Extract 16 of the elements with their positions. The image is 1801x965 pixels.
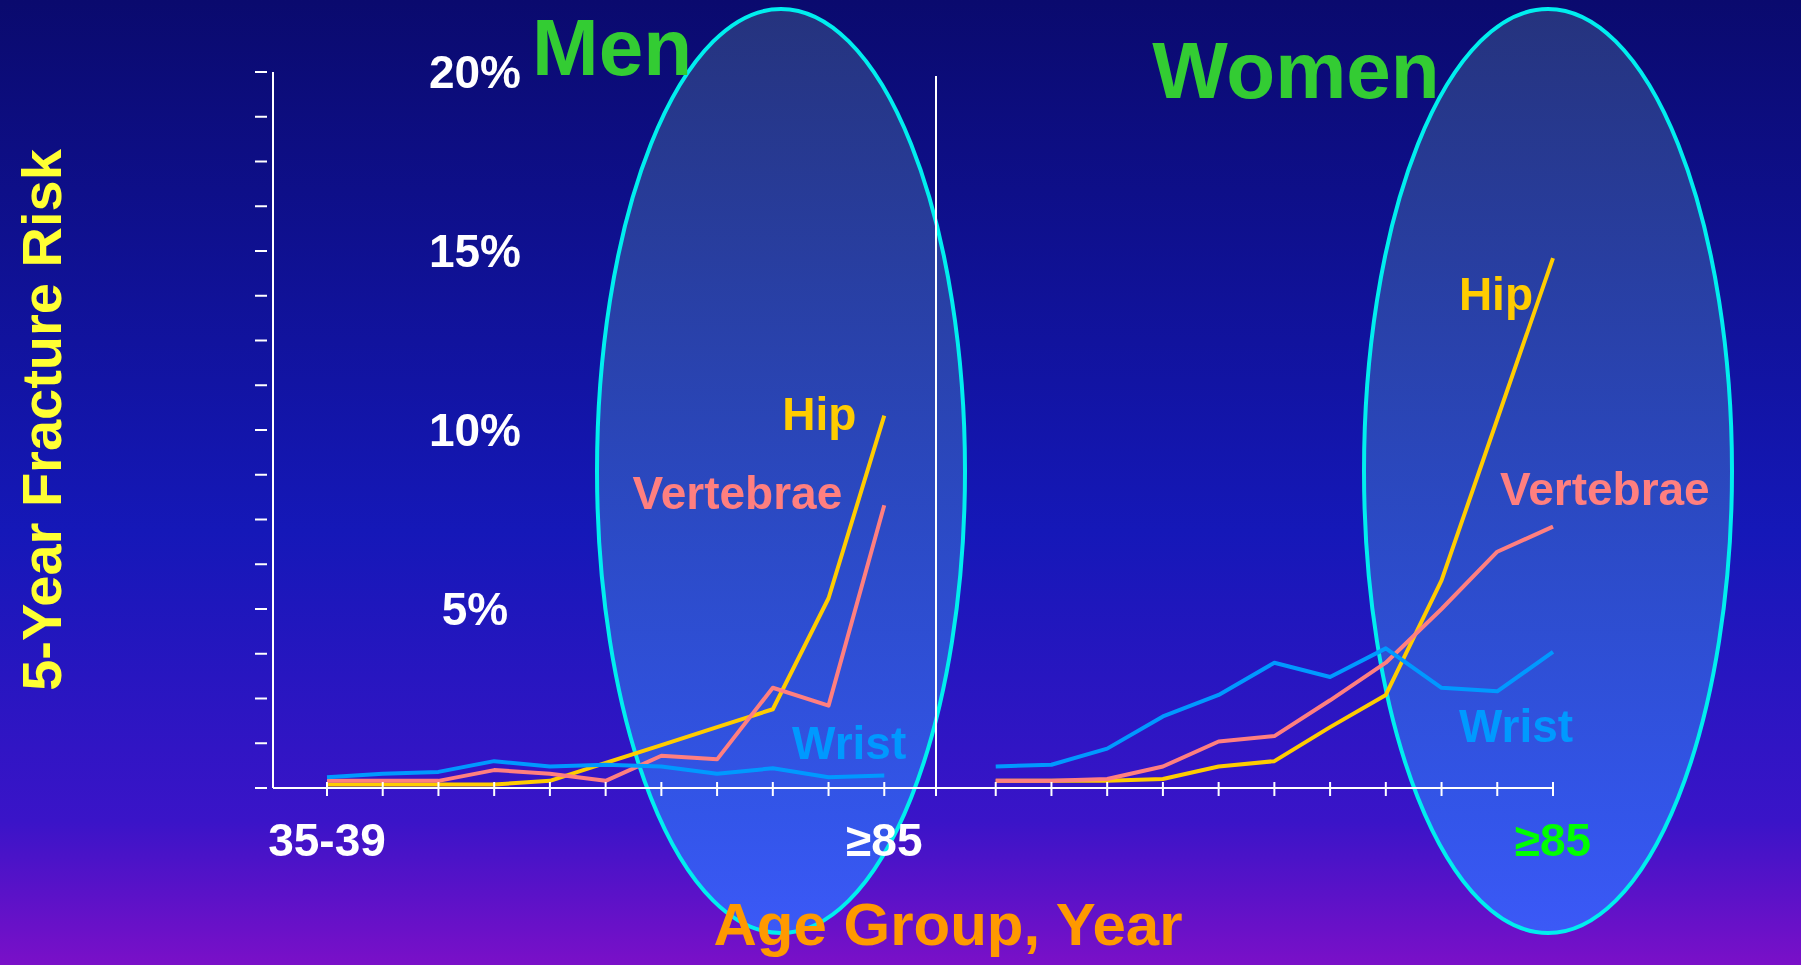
line-series bbox=[325, 759, 887, 780]
series-label: Hip bbox=[1458, 268, 1533, 321]
annotation: Women bbox=[1151, 25, 1441, 117]
series-label: Wrist bbox=[1459, 699, 1574, 752]
annotation: Men bbox=[532, 3, 692, 92]
y-axis-title: 5-Year Fracture Risk bbox=[10, 148, 74, 693]
y-tick-label: 20% bbox=[428, 46, 522, 98]
series-label: Vertebrae bbox=[1500, 462, 1710, 515]
series-label: Wrist bbox=[792, 717, 907, 770]
series-label: Vertebrae bbox=[632, 467, 843, 520]
y-tick-label: 10% bbox=[428, 404, 522, 456]
x-tick-label: 35-39 bbox=[268, 814, 386, 866]
y-tick-label: 15% bbox=[428, 225, 522, 277]
y-tick-label: 5% bbox=[441, 583, 509, 635]
x-tick-label: ≥85 bbox=[1514, 814, 1592, 866]
series-label: Hip bbox=[782, 387, 857, 440]
